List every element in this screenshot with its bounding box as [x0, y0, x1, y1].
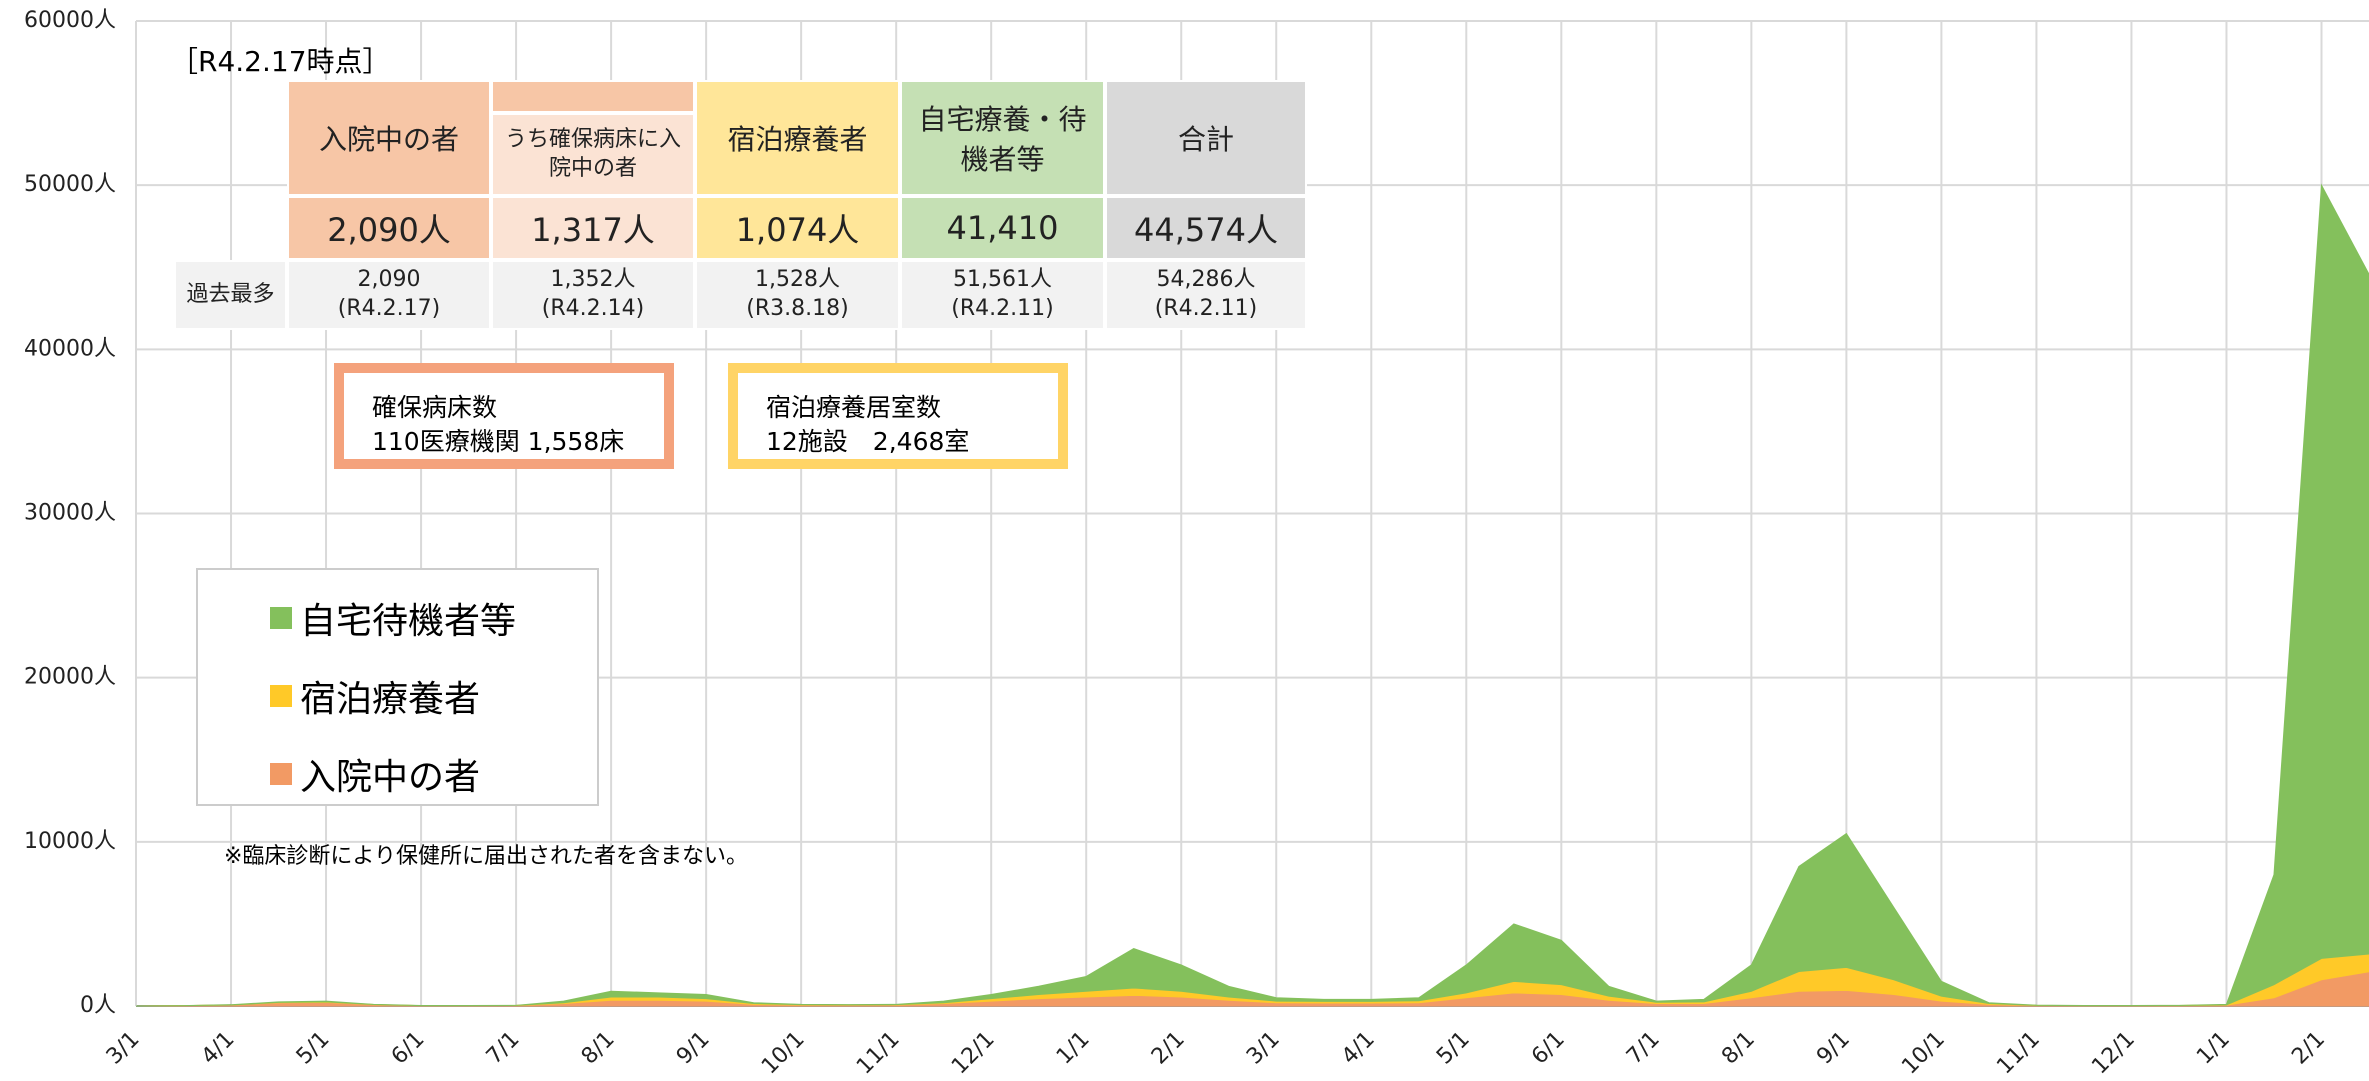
- x-tick-label: 3/1: [102, 1027, 145, 1070]
- col-header: 自宅療養・待機者等: [900, 80, 1105, 196]
- col-header: 宿泊療養者: [695, 80, 900, 196]
- y-tick-label: 20000人: [24, 665, 116, 690]
- legend-label: 宿泊療養者: [300, 679, 481, 720]
- max-value: 1,352人: [550, 267, 636, 293]
- x-tick-label: 10/1: [1897, 1027, 1950, 1080]
- x-tick-label: 9/1: [672, 1027, 715, 1070]
- legend-label: 自宅待機者等: [300, 601, 517, 642]
- x-tick-label: 9/1: [1812, 1027, 1855, 1070]
- col-header: 合計: [1105, 80, 1307, 196]
- legend-swatch: [270, 607, 292, 629]
- col-header: 入院中の者: [287, 80, 491, 196]
- x-tick-label: 8/1: [577, 1027, 620, 1070]
- x-tick-label: 2/1: [2287, 1027, 2330, 1070]
- legend: 自宅待機者等 宿泊療養者入院中の者: [196, 568, 599, 806]
- area: [135, 183, 2369, 1007]
- x-tick-label: 10/1: [757, 1027, 810, 1080]
- x-tick-label: 12/1: [2087, 1027, 2140, 1080]
- max-label: 過去最多: [174, 260, 287, 330]
- col-max: 1,352人 (R4.2.14): [491, 260, 695, 330]
- max-date: (R4.2.11): [1154, 296, 1258, 321]
- box-title: 宿泊療養居室数: [766, 393, 942, 422]
- col-max: 2,090 (R4.2.17): [287, 260, 491, 330]
- max-date: (R4.2.14): [541, 296, 645, 321]
- x-tick-label: 5/1: [1432, 1027, 1475, 1070]
- x-tick-label: 5/1: [292, 1027, 335, 1070]
- x-tick-label: 6/1: [387, 1027, 430, 1070]
- x-tick-label: 4/1: [1337, 1027, 1380, 1070]
- max-date: (R4.2.17): [337, 296, 441, 321]
- x-tick-label: 2/1: [1147, 1027, 1190, 1070]
- x-tick-label: 1/1: [1052, 1027, 1095, 1070]
- x-tick-label: 7/1: [1622, 1027, 1665, 1070]
- col-value: 1,317人: [491, 196, 695, 260]
- legend-swatch: [270, 685, 292, 707]
- x-tick-label: 12/1: [947, 1027, 1000, 1080]
- x-tick-label: 7/1: [482, 1027, 525, 1070]
- y-tick-label: 50000人: [24, 172, 116, 197]
- x-tick-label: 3/1: [1242, 1027, 1285, 1070]
- box-title: 確保病床数: [372, 393, 498, 422]
- col-value: 1,074人: [695, 196, 900, 260]
- hotel-box: 宿泊療養居室数 12施設 2,468室: [728, 363, 1068, 469]
- y-tick-label: 40000人: [24, 336, 116, 361]
- y-tick-label: 10000人: [24, 829, 116, 854]
- y-tick-label: 0人: [80, 993, 116, 1018]
- bed-box: 確保病床数 110医療機関 1,558床: [334, 363, 674, 469]
- max-value: 51,561人: [953, 267, 1052, 293]
- as-of: ［R4.2.17時点］: [170, 45, 391, 78]
- legend-label: 入院中の者: [300, 757, 481, 798]
- box-text: 12施設 2,468室: [766, 426, 970, 456]
- x-tick-label: 1/1: [2192, 1027, 2235, 1070]
- max-value: 1,528人: [755, 267, 840, 293]
- col-value: 44,574人: [1105, 196, 1307, 260]
- x-tick-label: 4/1: [197, 1027, 240, 1070]
- max-date: (R3.8.18): [746, 296, 849, 321]
- max-value: 54,286人: [1156, 267, 1256, 293]
- legend-entry: 宿泊療養者: [270, 670, 480, 722]
- x-tick-label: 11/1: [1992, 1027, 2045, 1080]
- box-text: 110医療機関 1,558床: [372, 426, 625, 456]
- max-date: (R4.2.11): [951, 296, 1054, 321]
- col-max: 1,528人 (R3.8.18): [695, 260, 900, 330]
- legend-swatch: [270, 763, 292, 785]
- blank: [491, 80, 695, 113]
- x-tick-label: 11/1: [852, 1027, 905, 1080]
- legend-entry: 自宅待機者等: [270, 592, 516, 644]
- y-tick-label: 30000人: [24, 501, 116, 526]
- x-tick-label: 6/1: [1527, 1027, 1570, 1070]
- col-max: 51,561人 (R4.2.11): [900, 260, 1105, 330]
- y-tick-label: 60000人: [24, 8, 116, 33]
- col-max: 54,286人 (R4.2.11): [1105, 260, 1307, 330]
- col-value: 41,410: [900, 196, 1105, 260]
- note: ※臨床診断により保健所に届出された者を含まない。: [224, 844, 748, 869]
- col-value: 2,090人: [287, 196, 491, 260]
- x-tick-label: 8/1: [1717, 1027, 1760, 1070]
- col-header: うち確保病床に入院中の者: [491, 113, 695, 196]
- legend-entry: 入院中の者: [270, 748, 480, 800]
- max-value: 2,090: [357, 267, 421, 293]
